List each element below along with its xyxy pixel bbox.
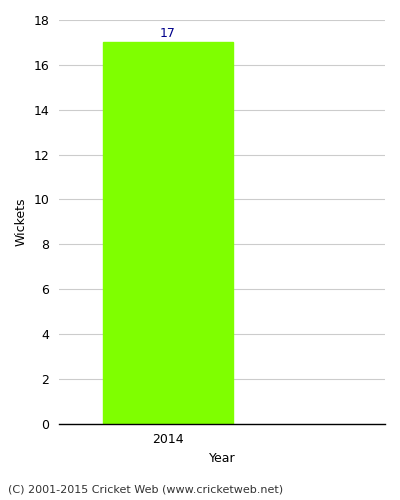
Text: 17: 17 <box>160 27 176 40</box>
Bar <box>102 42 233 424</box>
Y-axis label: Wickets: Wickets <box>15 198 28 246</box>
Text: (C) 2001-2015 Cricket Web (www.cricketweb.net): (C) 2001-2015 Cricket Web (www.cricketwe… <box>8 485 283 495</box>
X-axis label: Year: Year <box>209 452 235 465</box>
